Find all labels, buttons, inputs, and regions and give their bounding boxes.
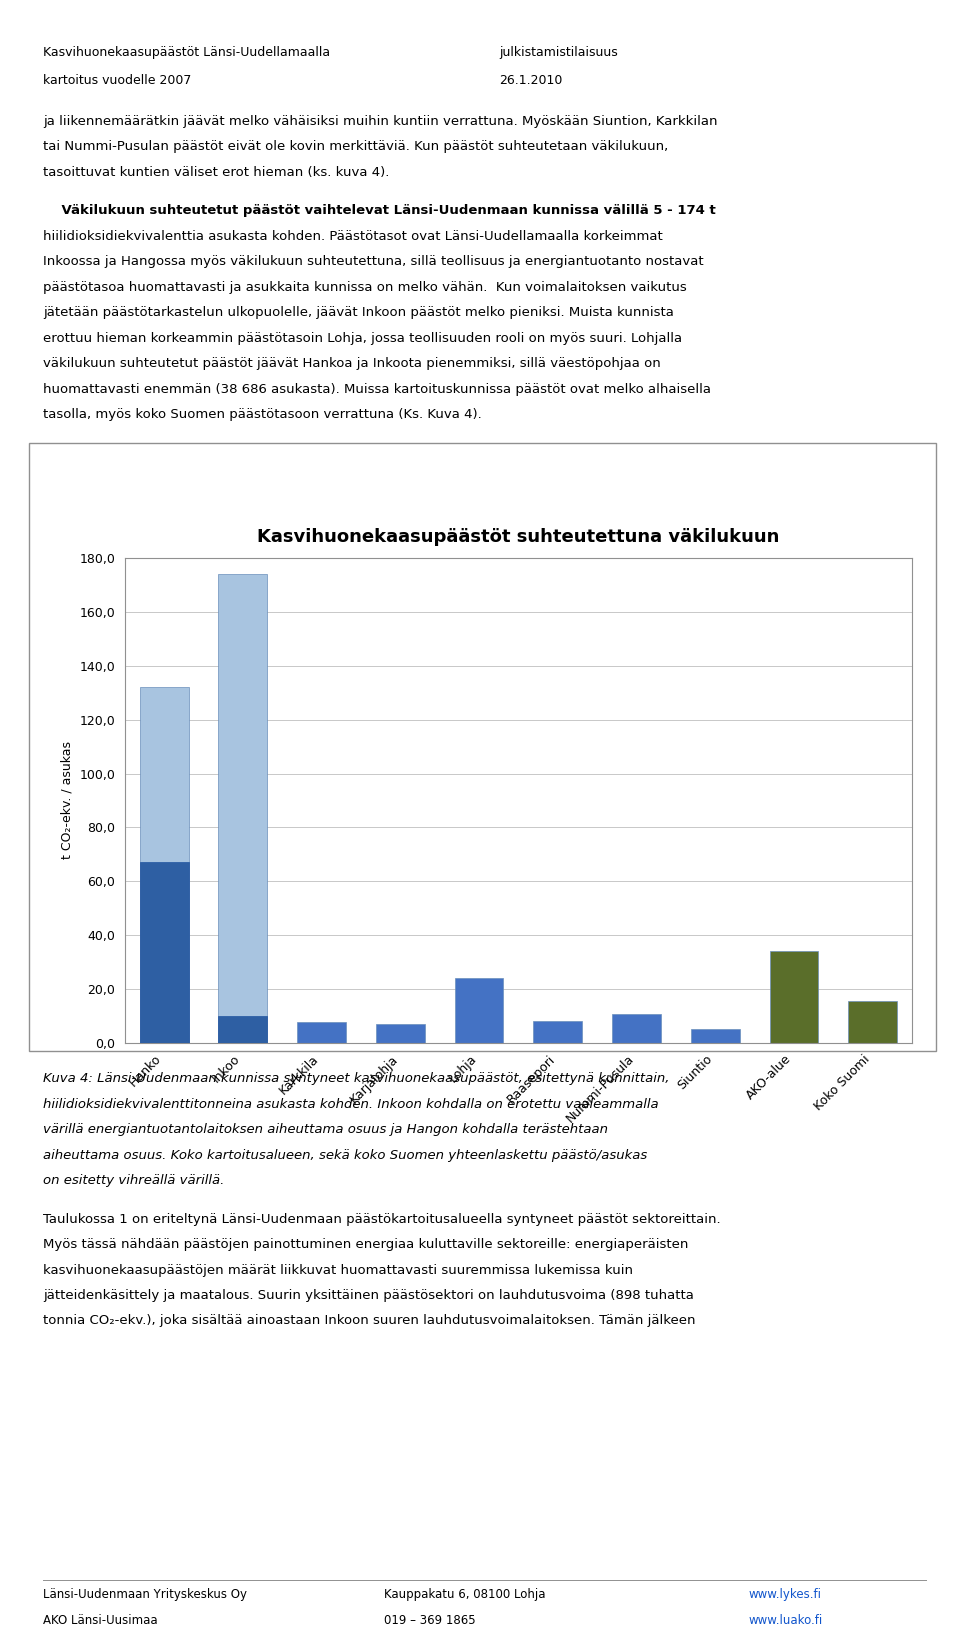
Text: julkistamistilaisuus: julkistamistilaisuus	[499, 46, 618, 59]
Bar	[770, 951, 818, 1043]
Text: AKO Länsi-Uusimaa: AKO Länsi-Uusimaa	[43, 1614, 157, 1627]
Text: erottuu hieman korkeammin päästötasoin Lohja, jossa teollisuuden rooli on myös s: erottuu hieman korkeammin päästötasoin L…	[43, 332, 683, 345]
Title: Kasvihuonekaasupäästöt suhteutettuna väkilukuun: Kasvihuonekaasupäästöt suhteutettuna väk…	[257, 527, 780, 545]
Text: päästötasoa huomattavasti ja asukkaita kunnissa on melko vähän.  Kun voimalaitok: päästötasoa huomattavasti ja asukkaita k…	[43, 281, 687, 294]
Text: ja liikennemäärätkin jäävät melko vähäisiksi muihin kuntiin verrattuna. Myöskään: ja liikennemäärätkin jäävät melko vähäis…	[43, 115, 718, 128]
Text: tasolla, myös koko Suomen päästötasoon verrattuna (Ks. Kuva 4).: tasolla, myös koko Suomen päästötasoon v…	[43, 407, 482, 420]
Text: kartoitus vuodelle 2007: kartoitus vuodelle 2007	[43, 74, 192, 87]
Text: tai Nummi-Pusulan päästöt eivät ole kovin merkittäviä. Kun päästöt suhteutetaan : tai Nummi-Pusulan päästöt eivät ole kovi…	[43, 140, 668, 153]
Text: huomattavasti enemmän (38 686 asukasta). Muissa kartoituskunnissa päästöt ovat m: huomattavasti enemmän (38 686 asukasta).…	[43, 383, 711, 396]
Text: aiheuttama osuus. Koko kartoitusalueen, sekä koko Suomen yhteenlaskettu päästö/a: aiheuttama osuus. Koko kartoitusalueen, …	[43, 1149, 647, 1161]
Bar	[849, 1002, 897, 1043]
Y-axis label: t CO₂-ekv. / asukas: t CO₂-ekv. / asukas	[60, 742, 74, 859]
Text: hiilidioksidiekvivalenttitonneina asukasta kohden. Inkoon kohdalla on erotettu v: hiilidioksidiekvivalenttitonneina asukas…	[43, 1098, 659, 1110]
Text: Kauppakatu 6, 08100 Lohja: Kauppakatu 6, 08100 Lohja	[384, 1588, 545, 1601]
Text: tasoittuvat kuntien väliset erot hieman (ks. kuva 4).: tasoittuvat kuntien väliset erot hieman …	[43, 166, 390, 179]
Text: 019 – 369 1865: 019 – 369 1865	[384, 1614, 475, 1627]
Bar	[219, 575, 267, 1043]
Text: Taulukossa 1 on eriteltynä Länsi-Uudenmaan päästökartoitusalueella syntyneet pää: Taulukossa 1 on eriteltynä Länsi-Uudenma…	[43, 1213, 721, 1225]
Bar	[612, 1015, 660, 1043]
Bar	[534, 1021, 582, 1043]
Bar	[376, 1025, 424, 1043]
Text: tonnia CO₂-ekv.), joka sisältää ainoastaan Inkoon suuren lauhdutusvoimalaitoksen: tonnia CO₂-ekv.), joka sisältää ainoasta…	[43, 1315, 696, 1327]
Bar	[140, 688, 188, 1043]
Text: www.lykes.fi: www.lykes.fi	[749, 1588, 822, 1601]
Text: väkilukuun suhteutetut päästöt jäävät Hankoa ja Inkoota pienemmiksi, sillä väest: väkilukuun suhteutetut päästöt jäävät Ha…	[43, 356, 660, 369]
Bar	[298, 1023, 346, 1043]
Text: jätteidenkäsittely ja maatalous. Suurin yksittäinen päästösektori on lauhdutusvo: jätteidenkäsittely ja maatalous. Suurin …	[43, 1289, 694, 1302]
Bar	[140, 862, 188, 1043]
Text: jätetään päästötarkastelun ulkopuolelle, jäävät Inkoon päästöt melko pieniksi. M: jätetään päästötarkastelun ulkopuolelle,…	[43, 305, 674, 319]
Bar	[691, 1030, 739, 1043]
Bar	[455, 979, 503, 1043]
Text: Inkoossa ja Hangossa myös väkilukuun suhteutettuna, sillä teollisuus ja energian: Inkoossa ja Hangossa myös väkilukuun suh…	[43, 255, 704, 268]
Text: Väkilukuun suhteutetut päästöt vaihtelevat Länsi-Uudenmaan kunnissa välillä 5 - : Väkilukuun suhteutetut päästöt vaihtelev…	[43, 204, 716, 217]
Text: 26.1.2010: 26.1.2010	[499, 74, 563, 87]
Text: Kasvihuonekaasupäästöt Länsi-Uudellamaalla: Kasvihuonekaasupäästöt Länsi-Uudellamaal…	[43, 46, 330, 59]
Bar	[219, 1016, 267, 1043]
Text: kasvihuonekaasupäästöjen määrät liikkuvat huomattavasti suuremmissa lukemissa ku: kasvihuonekaasupäästöjen määrät liikkuva…	[43, 1264, 634, 1276]
Text: Länsi-Uudenmaan Yrityskeskus Oy: Länsi-Uudenmaan Yrityskeskus Oy	[43, 1588, 248, 1601]
Text: hiilidioksidiekvivalenttia asukasta kohden. Päästötasot ovat Länsi-Uudellamaalla: hiilidioksidiekvivalenttia asukasta kohd…	[43, 230, 663, 243]
Text: värillä energiantuotantolaitoksen aiheuttama osuus ja Hangon kohdalla terästehta: värillä energiantuotantolaitoksen aiheut…	[43, 1123, 609, 1136]
Text: on esitetty vihreällä värillä.: on esitetty vihreällä värillä.	[43, 1174, 225, 1187]
Text: Kuva 4: Länsi-Uudenmaan kunnissa syntyneet kasvihuonekaasupäästöt, esitettynä ku: Kuva 4: Länsi-Uudenmaan kunnissa syntyne…	[43, 1072, 670, 1085]
Text: Myös tässä nähdään päästöjen painottuminen energiaa kuluttaville sektoreille: en: Myös tässä nähdään päästöjen painottumin…	[43, 1238, 688, 1251]
Text: www.luako.fi: www.luako.fi	[749, 1614, 823, 1627]
